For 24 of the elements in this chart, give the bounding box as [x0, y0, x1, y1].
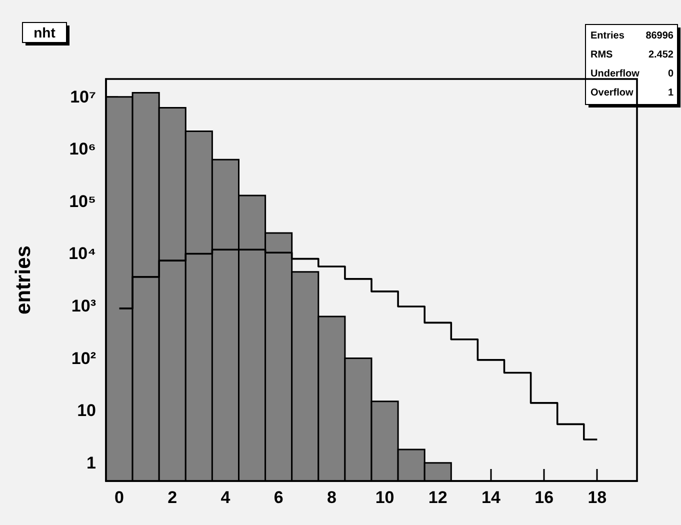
text: Overflow 1 — [590, 88, 674, 98]
chart-title: nht — [34, 24, 56, 40]
y-tick-label: 10 — [77, 401, 96, 420]
x-tick-label: 0 — [114, 488, 124, 507]
text: Underflow 0 — [590, 68, 674, 80]
y-tick-label: 10⁵ — [69, 192, 96, 211]
y-tick-label: 10⁴ — [68, 244, 96, 264]
text: Entries 86996 — [590, 30, 674, 42]
x-tick-label: 12 — [428, 488, 448, 507]
text: RMS 2.452 — [590, 50, 674, 60]
x-tick-label: 14 — [482, 488, 501, 507]
x-tick-label: 18 — [588, 488, 607, 507]
x-tick-label: 6 — [274, 488, 284, 507]
y-tick-label: 10⁷ — [70, 87, 96, 106]
x-tick-label: 4 — [220, 488, 231, 507]
y-tick-label: 10⁶ — [69, 140, 96, 159]
y-tick-label: 1 — [86, 453, 96, 472]
x-tick-label: 8 — [326, 488, 336, 507]
y-tick-label: 10³ — [71, 296, 96, 316]
x-tick-label: 10 — [375, 488, 394, 507]
x-tick-label: 16 — [534, 488, 554, 507]
x-tick-label: 2 — [168, 488, 178, 507]
y-tick-label: 10² — [71, 348, 96, 368]
y-axis-title: entries — [12, 246, 35, 314]
